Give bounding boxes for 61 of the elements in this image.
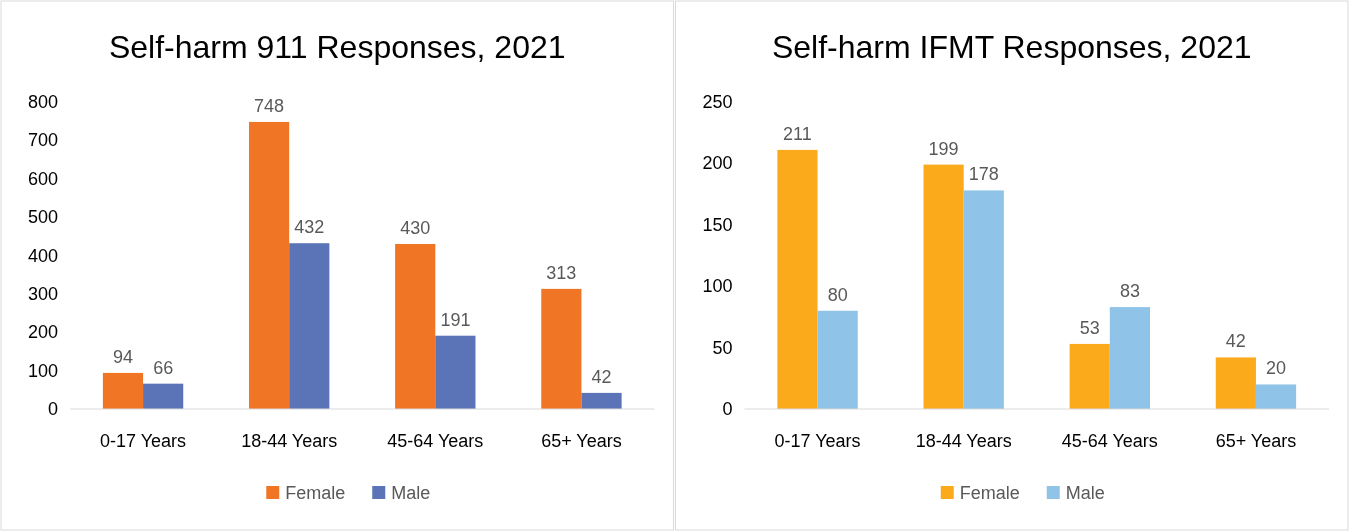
bar bbox=[581, 392, 622, 409]
data-label: 42 bbox=[591, 366, 612, 387]
y-tick-label: 100 bbox=[702, 276, 733, 297]
y-tick-label: 600 bbox=[27, 168, 58, 189]
y-tick-label: 800 bbox=[27, 92, 58, 112]
bar bbox=[923, 164, 964, 409]
x-tick-label: 65+ Years bbox=[1215, 431, 1297, 451]
y-tick-label: 200 bbox=[702, 153, 733, 174]
data-label: 20 bbox=[1266, 358, 1287, 379]
data-label: 211 bbox=[783, 123, 812, 144]
bar bbox=[395, 243, 436, 409]
data-label: 42 bbox=[1225, 331, 1246, 352]
x-tick-label: 45-64 Years bbox=[1061, 431, 1158, 451]
x-tick-label: 18-44 Years bbox=[915, 431, 1012, 451]
bar bbox=[541, 288, 582, 409]
data-label: 178 bbox=[968, 164, 999, 185]
legend-label: Male bbox=[391, 483, 431, 503]
data-label: 94 bbox=[112, 346, 133, 367]
bar bbox=[143, 383, 184, 409]
bar bbox=[249, 121, 290, 409]
y-tick-label: 300 bbox=[27, 283, 58, 304]
y-tick-label: 400 bbox=[27, 245, 58, 266]
x-tick-label: 0-17 Years bbox=[100, 431, 187, 451]
y-tick-label: 100 bbox=[27, 360, 58, 381]
data-label: 313 bbox=[546, 262, 577, 283]
y-tick-label: 700 bbox=[27, 130, 58, 151]
data-label: 83 bbox=[1119, 281, 1140, 302]
chart-title: Self-harm IFMT Responses, 2021 bbox=[771, 29, 1252, 65]
x-tick-label: 0-17 Years bbox=[774, 431, 861, 451]
data-label: 430 bbox=[400, 217, 431, 238]
chart-title: Self-harm 911 Responses, 2021 bbox=[108, 29, 566, 65]
bar bbox=[777, 149, 818, 409]
bar bbox=[1255, 384, 1297, 409]
bar bbox=[102, 372, 144, 409]
x-tick-label: 18-44 Years bbox=[241, 431, 338, 451]
bar bbox=[817, 310, 858, 409]
data-label: 432 bbox=[294, 217, 325, 238]
bar bbox=[289, 243, 330, 409]
y-tick-label: 50 bbox=[712, 337, 733, 358]
y-tick-label: 0 bbox=[47, 399, 58, 419]
y-tick-label: 0 bbox=[722, 399, 733, 419]
x-tick-label: 45-64 Years bbox=[387, 431, 484, 451]
data-label: 199 bbox=[928, 138, 959, 159]
data-label: 53 bbox=[1079, 317, 1100, 338]
bar bbox=[1215, 357, 1256, 409]
data-label: 748 bbox=[254, 95, 285, 116]
data-label: 191 bbox=[440, 309, 471, 330]
x-tick-label: 65+ Years bbox=[541, 431, 622, 451]
bar bbox=[1109, 307, 1150, 409]
bar bbox=[963, 190, 1004, 409]
data-label: 66 bbox=[153, 357, 174, 378]
data-label: 80 bbox=[827, 284, 848, 305]
y-tick-label: 200 bbox=[27, 322, 58, 343]
legend-label: Female bbox=[959, 483, 1020, 503]
bar bbox=[435, 335, 476, 409]
legend-label: Female bbox=[285, 483, 346, 503]
y-tick-label: 250 bbox=[702, 92, 733, 112]
legend-label: Male bbox=[1065, 483, 1105, 503]
bar bbox=[1069, 343, 1110, 409]
y-tick-label: 500 bbox=[27, 207, 58, 228]
y-tick-label: 150 bbox=[702, 214, 733, 235]
